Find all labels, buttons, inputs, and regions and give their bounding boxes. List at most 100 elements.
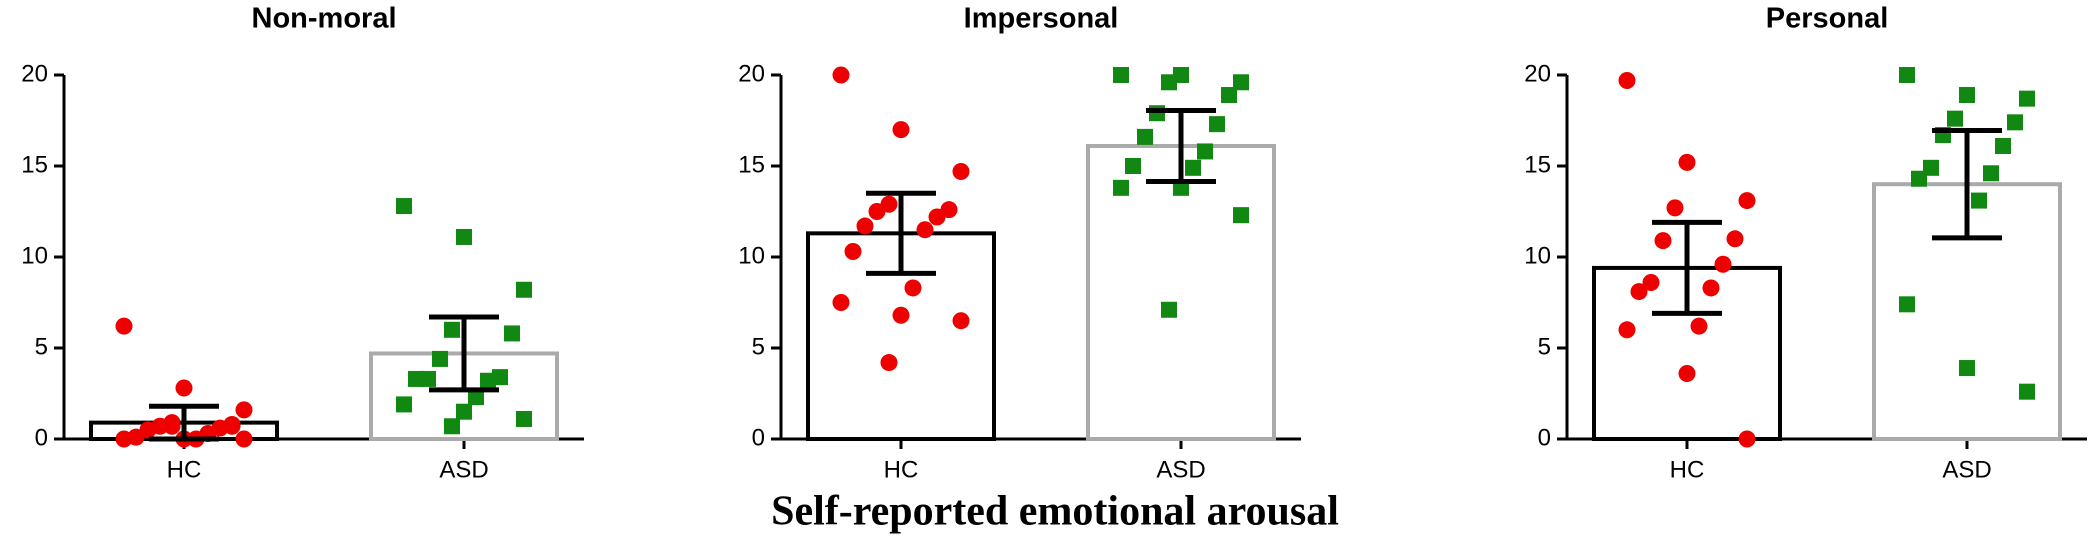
data-point [904, 279, 922, 297]
x-tick-label: ASD [439, 456, 488, 483]
data-point [504, 325, 520, 342]
data-point [1911, 170, 1927, 187]
data-point [1185, 159, 1201, 176]
data-point [456, 228, 472, 245]
data-point [832, 294, 850, 311]
y-tick-label: 5 [1538, 333, 1551, 360]
data-point [1899, 67, 1915, 83]
panel-title: Non-moral [252, 3, 397, 35]
data-point [1642, 273, 1660, 291]
y-tick-label: 10 [738, 242, 765, 269]
data-point [952, 312, 970, 330]
y-tick-label: 0 [1538, 424, 1551, 451]
y-tick-label: 10 [21, 242, 48, 269]
data-point [1738, 430, 1756, 448]
data-point [1714, 255, 1732, 273]
data-point [1233, 207, 1249, 224]
data-point [1971, 192, 1987, 209]
data-point [223, 417, 241, 435]
data-point [868, 203, 886, 220]
figure-title: Self-reported emotional arousal [771, 489, 1339, 535]
data-point [1233, 74, 1249, 91]
data-point [916, 221, 934, 239]
data-point [480, 372, 496, 389]
error-bar [149, 403, 219, 442]
data-point [1630, 283, 1648, 301]
data-point [856, 217, 874, 235]
data-point [952, 162, 970, 180]
data-point [432, 350, 448, 367]
data-point [880, 354, 898, 372]
data-point [2019, 383, 2035, 400]
data-point [1161, 74, 1177, 91]
data-point [408, 370, 424, 387]
data-point [1666, 199, 1684, 217]
data-point [1690, 317, 1708, 335]
error-bar [866, 190, 936, 276]
data-point [235, 430, 253, 448]
y-tick-label: 20 [738, 60, 765, 87]
y-tick-label: 15 [21, 151, 48, 178]
y-tick-label: 15 [738, 151, 765, 178]
error-bar [1146, 107, 1216, 184]
data-point [1161, 301, 1177, 318]
data-point [1221, 87, 1237, 104]
data-point [2019, 90, 2035, 107]
data-point [1209, 116, 1225, 133]
data-point [2007, 114, 2023, 131]
y-tick-label: 10 [1524, 242, 1551, 269]
data-point [1947, 110, 1963, 127]
data-point [832, 66, 850, 84]
data-point [1197, 143, 1213, 160]
data-point [516, 281, 532, 298]
data-point [516, 410, 532, 427]
data-point [928, 208, 946, 226]
data-point [1654, 232, 1672, 250]
data-point [235, 401, 253, 419]
data-point [1983, 165, 1999, 182]
data-point [115, 430, 133, 448]
y-tick-label: 0 [35, 424, 48, 451]
panel-title: Impersonal [964, 3, 1119, 35]
x-tick-label: HC [167, 456, 202, 483]
error-bar [429, 314, 499, 393]
data-point [1618, 71, 1636, 89]
data-point [115, 317, 133, 335]
data-point [892, 121, 910, 139]
x-tick-label: HC [1670, 456, 1705, 483]
y-tick-label: 20 [1524, 60, 1551, 87]
y-tick-label: 5 [35, 333, 48, 360]
y-tick-label: 0 [752, 424, 765, 451]
data-point [444, 321, 460, 338]
data-point [1899, 296, 1915, 313]
panel-title: Personal [1766, 3, 1889, 35]
data-point [1738, 192, 1756, 210]
y-tick-label: 15 [1524, 151, 1551, 178]
data-point [1678, 153, 1696, 171]
error-bar [1652, 219, 1722, 316]
data-point [468, 389, 484, 406]
y-tick-label: 5 [752, 333, 765, 360]
data-point [1959, 360, 1975, 377]
data-point [456, 403, 472, 420]
y-tick-label: 20 [21, 60, 48, 87]
data-point [1149, 105, 1165, 122]
data-point [844, 243, 862, 261]
data-point [1125, 158, 1141, 174]
data-point [396, 198, 412, 215]
data-point [892, 306, 910, 324]
data-point [1137, 128, 1153, 145]
data-point [163, 417, 181, 435]
data-point [1726, 230, 1744, 248]
data-point [175, 379, 193, 397]
data-point [1959, 87, 1975, 104]
data-point [1678, 364, 1696, 382]
x-tick-label: HC [884, 456, 919, 483]
data-point [1113, 179, 1129, 196]
data-point [1113, 67, 1129, 83]
x-tick-label: ASD [1156, 456, 1205, 483]
data-point [1618, 321, 1636, 339]
data-point [1702, 279, 1720, 297]
error-bar [1932, 128, 2002, 241]
